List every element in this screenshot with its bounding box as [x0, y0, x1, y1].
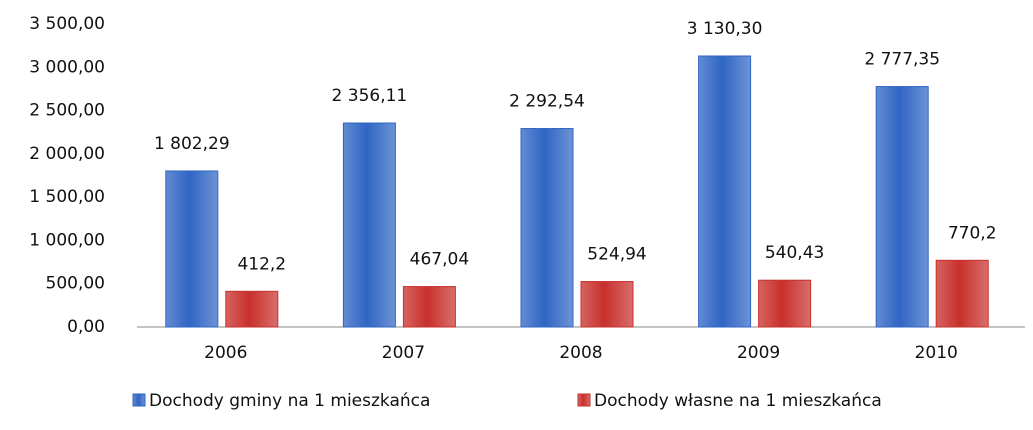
y-tick-label: 1 000,00 [29, 230, 105, 250]
value-label: 770,2 [948, 223, 997, 243]
value-label: 3 130,30 [687, 19, 763, 39]
legend-swatch [577, 393, 591, 407]
bar [520, 128, 574, 328]
y-tick-label: 500,00 [46, 274, 105, 294]
legend-swatch [132, 393, 146, 407]
x-tick-label: 2009 [737, 343, 780, 363]
legend-label: Dochody własne na 1 mieszkańca [594, 391, 882, 411]
bar [875, 86, 929, 328]
bar [758, 279, 812, 328]
value-label: 467,04 [410, 250, 469, 270]
value-label: 1 802,29 [154, 134, 230, 154]
bar [935, 259, 989, 328]
y-tick-label: 1 500,00 [29, 187, 105, 207]
value-label: 540,43 [765, 243, 824, 263]
bar [402, 286, 456, 328]
x-tick-label: 2006 [204, 343, 247, 363]
bar [165, 170, 219, 328]
legend-label: Dochody gminy na 1 mieszkańca [149, 391, 430, 411]
y-tick-label: 2 000,00 [29, 144, 105, 164]
y-tick-label: 2 500,00 [29, 101, 105, 121]
bar [342, 122, 396, 328]
y-tick-label: 3 500,00 [29, 14, 105, 34]
value-label: 524,94 [587, 245, 646, 265]
bar [698, 55, 752, 328]
x-tick-label: 2010 [915, 343, 958, 363]
value-label: 2 777,35 [864, 50, 940, 70]
x-tick-label: 2007 [382, 343, 425, 363]
value-label: 2 356,11 [332, 86, 408, 106]
x-tick-label: 2008 [559, 343, 602, 363]
value-label: 412,2 [237, 254, 286, 274]
value-label: 2 292,54 [509, 92, 585, 112]
bar [225, 290, 279, 328]
bar [580, 281, 634, 328]
y-tick-label: 3 000,00 [29, 57, 105, 77]
y-tick-label: 0,00 [67, 317, 105, 337]
